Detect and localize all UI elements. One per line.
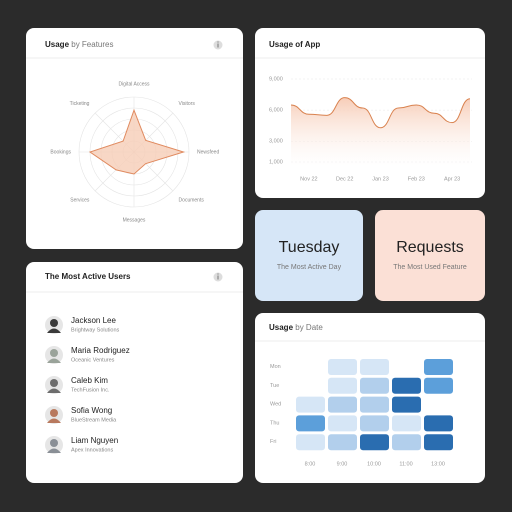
- axis-label: Services: [70, 197, 90, 203]
- user-company: TechFusion Inc.: [71, 387, 110, 393]
- heat-cell: [424, 415, 453, 432]
- heat-cell: [360, 434, 389, 451]
- heat-cell: [328, 359, 357, 375]
- heat-cell: [392, 415, 421, 432]
- y-tick-label: 1,000: [269, 159, 283, 165]
- column-label: 9:00: [337, 461, 348, 467]
- axis-label: Ticketing: [70, 101, 90, 107]
- avatar-head: [50, 349, 58, 357]
- axis-label: Digital Access: [118, 81, 150, 87]
- line: [290, 97, 471, 129]
- y-tick-label: 6,000: [269, 108, 283, 114]
- y-tick-label: 3,000: [269, 139, 283, 145]
- axis-label: Visitors: [179, 101, 196, 107]
- heat-cell: [296, 359, 325, 375]
- heat-cell: [296, 415, 325, 432]
- user-company: BlueStream Media: [71, 417, 117, 423]
- column-label: 10:00: [367, 461, 381, 467]
- heat-cell: [424, 359, 453, 375]
- axis-label: Bookings: [50, 149, 71, 155]
- user-company: Apex Innovations: [71, 447, 113, 453]
- heat-cell: [328, 377, 357, 394]
- radar-area: [88, 108, 186, 175]
- heat-cell: [328, 434, 357, 451]
- line-chart: 1,000 3,000 6,000 9,000 Nov 22 Dec 22 Jan 23 Fe…: [269, 76, 472, 182]
- user-name: Jackson Lee: [71, 316, 116, 325]
- user-name: Sofia Wong: [71, 406, 112, 415]
- day-caption: The Most Active Day: [277, 264, 342, 271]
- avatar-head: [50, 439, 58, 447]
- heat-cell: [392, 396, 421, 413]
- heat-cell: [360, 415, 389, 432]
- user-name: Caleb Kim: [71, 376, 108, 385]
- feature-card: [375, 210, 485, 301]
- user-company: Brightway Solutions: [71, 327, 120, 333]
- column-label: 8:00: [305, 461, 316, 467]
- heat-cell: [296, 377, 325, 394]
- day-card: [255, 210, 363, 301]
- users-title: The Most Active Users: [45, 272, 131, 281]
- x-tick-label: Dec 22: [336, 176, 353, 182]
- app-card: [255, 28, 485, 198]
- heat-cell: [328, 415, 357, 432]
- heat-cell: [424, 434, 453, 451]
- row-label: Thu: [270, 420, 279, 426]
- features-title: Usage by Features: [45, 40, 113, 49]
- heat-cell: [296, 434, 325, 451]
- heat-cell: [424, 377, 453, 394]
- avatar-head: [50, 379, 58, 387]
- avatar-head: [50, 319, 58, 327]
- user-company: Oceanic Ventures: [71, 357, 115, 363]
- heat-cell: [360, 359, 389, 375]
- title-bold: Usage: [269, 323, 294, 332]
- x-tick-label: Nov 22: [300, 176, 317, 182]
- feature-value: Requests: [396, 239, 464, 256]
- title-rest: by Date: [293, 323, 323, 332]
- x-tick-label: Apr 23: [444, 176, 460, 182]
- heat-cell: [424, 396, 453, 413]
- title-bold: Usage: [45, 40, 70, 49]
- heat-cell: [392, 377, 421, 394]
- area: [291, 97, 470, 166]
- day-value: Tuesday: [279, 239, 340, 256]
- title-rest: by Features: [69, 40, 113, 49]
- user-name: Liam Nguyen: [71, 436, 118, 445]
- y-tick-label: 9,000: [269, 76, 283, 82]
- heatmap: Mon Tue Wed Thu Fri 8:00 9:00 10:00 11:00 13:00: [270, 359, 453, 467]
- avatar-body: [47, 388, 61, 393]
- user-name: Maria Rodriguez: [71, 346, 130, 355]
- info-icon[interactable]: [213, 272, 223, 282]
- feature-caption: The Most Used Feature: [393, 264, 467, 271]
- heat-cell: [328, 396, 357, 413]
- heat-cell: [360, 377, 389, 394]
- avatar-body: [47, 448, 61, 453]
- user-list: Jackson Lee Brightway Solutions Maria Rodr…: [45, 316, 130, 454]
- heat-cell: [392, 434, 421, 451]
- column-label: 11:00: [399, 461, 412, 467]
- info-icon[interactable]: [213, 40, 223, 50]
- axis-label: Documents: [179, 197, 205, 203]
- avatar-body: [47, 418, 61, 423]
- heat-cell: [360, 396, 389, 413]
- x-tick-label: Feb 23: [408, 176, 425, 182]
- avatar-head: [50, 409, 58, 417]
- x-tick-label: Jan 23: [372, 176, 389, 182]
- app-title: Usage of App: [269, 40, 320, 49]
- axis-label: Newsfeed: [197, 149, 219, 155]
- axis-label: Messages: [123, 217, 146, 223]
- users-card: [26, 262, 243, 483]
- heat-cell: [296, 396, 325, 413]
- date-title: Usage by Date: [269, 323, 323, 332]
- row-label: Wed: [270, 402, 281, 408]
- heat-cell: [392, 359, 421, 375]
- row-label: Mon: [270, 364, 281, 370]
- column-label: 13:00: [431, 461, 445, 467]
- row-label: Tue: [270, 383, 279, 389]
- row-label: Fri: [270, 439, 276, 445]
- radar-chart: Digital Access Visitors Newsfeed Documents M…: [50, 81, 219, 223]
- avatar-body: [47, 328, 61, 333]
- avatar-body: [47, 358, 61, 363]
